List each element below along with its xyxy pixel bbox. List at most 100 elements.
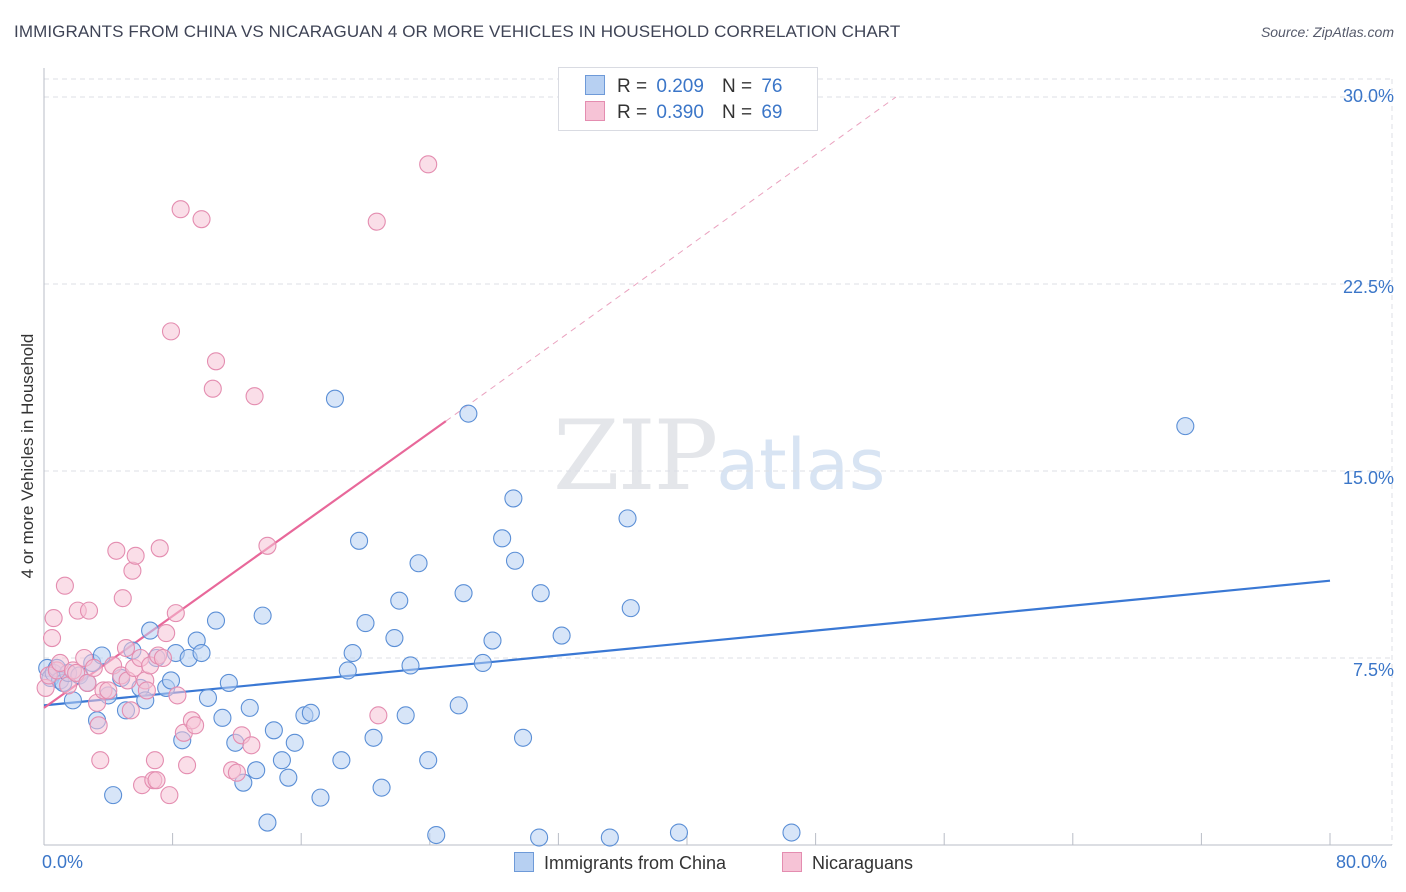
data-point: [186, 716, 205, 735]
data-point: [272, 751, 291, 770]
data-point: [385, 629, 404, 648]
data-point: [78, 673, 97, 692]
legend-label: Nicaraguans: [812, 853, 914, 873]
data-point: [1176, 417, 1195, 436]
data-point: [213, 708, 232, 727]
n-label: N =: [721, 76, 753, 97]
data-point: [44, 609, 63, 628]
data-point: [530, 828, 549, 847]
data-point: [107, 541, 126, 560]
y-tick-label: 15.0%: [1342, 468, 1394, 488]
data-point: [99, 681, 118, 700]
r-value: 0.390: [656, 102, 704, 123]
data-point: [369, 706, 388, 725]
legend-swatch-blue: [585, 75, 605, 95]
legend-item-nicaraguans: Nicaraguans: [782, 852, 913, 874]
data-point: [245, 387, 264, 406]
legend-swatch-blue: [514, 852, 534, 872]
data-point: [419, 751, 438, 770]
data-point: [123, 561, 142, 580]
data-point: [325, 389, 345, 408]
data-point: [600, 828, 619, 847]
data-point: [104, 786, 123, 805]
data-point: [401, 656, 420, 675]
n-value: 76: [761, 76, 783, 97]
data-point: [240, 698, 259, 717]
data-point: [145, 751, 164, 770]
y-axis-label: 4 or more Vehicles in Household: [18, 333, 37, 579]
data-point: [311, 788, 330, 807]
legend-swatch-pink: [782, 852, 802, 872]
series-china-points: [38, 389, 1195, 847]
data-point: [483, 631, 502, 650]
data-point: [364, 728, 383, 747]
data-point: [198, 688, 218, 707]
data-point: [89, 716, 108, 735]
data-point: [621, 599, 640, 618]
y-tick-label: 7.5%: [1352, 660, 1394, 680]
legend-row-nicaraguans: R = 0.390 N = 69: [585, 101, 782, 125]
data-point: [253, 606, 272, 625]
data-point: [338, 661, 357, 680]
x-tick-label: 0.0%: [42, 852, 84, 872]
data-point: [279, 768, 298, 787]
data-point: [166, 604, 185, 623]
data-point: [79, 601, 99, 620]
n-value: 69: [761, 102, 783, 123]
data-point: [137, 681, 156, 700]
data-point: [332, 751, 351, 770]
r-label: R =: [617, 102, 648, 123]
data-point: [91, 751, 110, 770]
legend-item-china: Immigrants from China: [514, 852, 726, 874]
data-point: [367, 212, 386, 231]
data-point: [219, 673, 238, 692]
trend-line: [445, 96, 897, 422]
data-point: [227, 763, 246, 782]
data-point: [192, 643, 211, 663]
data-point: [493, 529, 512, 548]
data-point: [116, 638, 136, 658]
watermark-zip: ZIP: [553, 400, 718, 512]
data-point: [301, 703, 320, 722]
data-point: [285, 733, 304, 752]
data-point: [505, 551, 525, 570]
data-point: [419, 155, 438, 174]
data-point: [531, 584, 550, 603]
data-point: [150, 539, 169, 558]
data-point: [203, 379, 222, 398]
data-point: [427, 825, 446, 845]
data-point: [206, 352, 226, 371]
r-value: 0.209: [656, 76, 704, 97]
data-point: [157, 624, 176, 643]
data-point: [552, 626, 571, 645]
data-point: [113, 589, 132, 608]
r-label: R =: [617, 76, 648, 97]
x-tick-label: 80.0%: [1336, 852, 1388, 872]
watermark: ZIPatlas: [553, 400, 885, 512]
n-label: N =: [721, 102, 753, 123]
axes: [43, 68, 1392, 846]
data-point: [161, 322, 181, 341]
series-nicaraguans-points: [36, 155, 438, 805]
data-point: [449, 696, 468, 715]
data-point: [372, 778, 391, 797]
data-point: [206, 611, 226, 630]
data-point: [42, 629, 62, 648]
source-label: Source: ZipAtlas.com: [1260, 24, 1394, 40]
data-point: [356, 614, 375, 633]
data-point: [121, 701, 140, 720]
data-point: [192, 210, 211, 229]
data-point: [147, 771, 166, 790]
y-tick-label: 22.5%: [1342, 277, 1394, 297]
data-point: [618, 509, 637, 528]
trend-lines: [43, 96, 1331, 709]
grid-lines: [44, 78, 1393, 845]
legend-label: Immigrants from China: [544, 853, 727, 873]
data-point: [504, 489, 523, 508]
data-point: [247, 761, 266, 780]
data-point: [343, 643, 362, 663]
watermark-atlas: atlas: [716, 424, 886, 506]
data-point: [258, 813, 277, 832]
data-point: [141, 621, 160, 640]
